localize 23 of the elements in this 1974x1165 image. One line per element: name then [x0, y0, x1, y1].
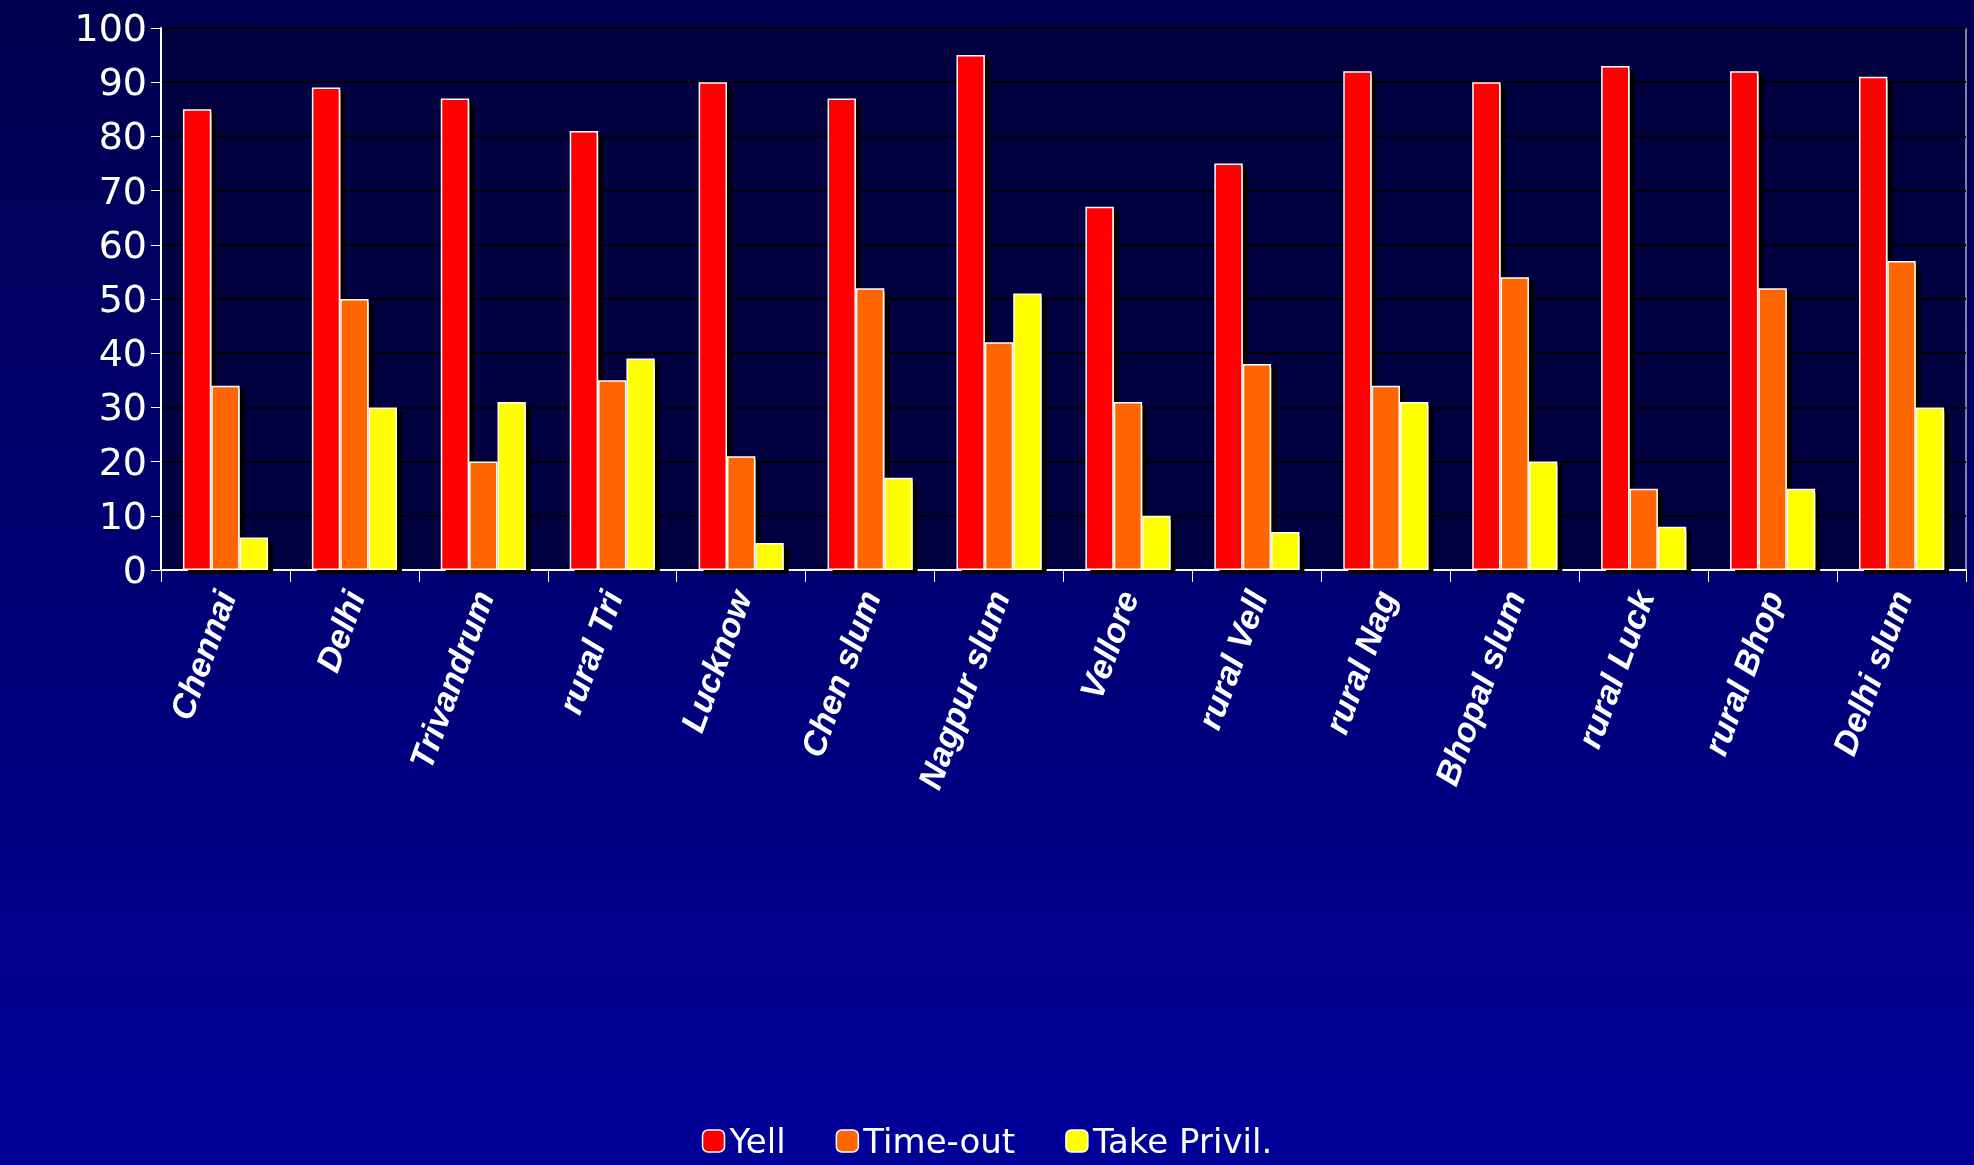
y-tick-label: 0 — [122, 548, 147, 592]
y-tick-label: 100 — [74, 6, 147, 50]
y-tick-label: 90 — [98, 60, 147, 105]
y-tick-label: 40 — [98, 331, 147, 376]
x-tick-label: rural Bhop — [1695, 585, 1791, 761]
x-tick-label: rural Luck — [1569, 583, 1663, 753]
x-tick-label: Delhi slum — [1824, 585, 1920, 761]
x-tick-label: Delhi — [308, 584, 373, 677]
legend-label: Take Privil. — [1091, 1121, 1273, 1161]
y-tick-label: 30 — [98, 385, 147, 430]
legend-label: Time-out — [862, 1121, 1016, 1161]
x-tick-label: Chen slum — [792, 585, 888, 762]
y-tick-label: 60 — [98, 222, 147, 267]
x-tick-label: rural Tri — [550, 584, 631, 719]
y-tick-label: 80 — [98, 114, 147, 159]
x-tick-label: rural Nag — [1316, 585, 1404, 739]
y-tick-label: 10 — [98, 493, 147, 538]
y-tick-label: 50 — [98, 277, 147, 321]
y-tick-label: 20 — [98, 439, 147, 484]
y-tick-label: 70 — [98, 168, 147, 213]
x-tick-label: rural Vell — [1189, 584, 1276, 735]
legend-label: Yell — [728, 1121, 786, 1161]
x-tick-label: Vellore — [1071, 585, 1146, 704]
